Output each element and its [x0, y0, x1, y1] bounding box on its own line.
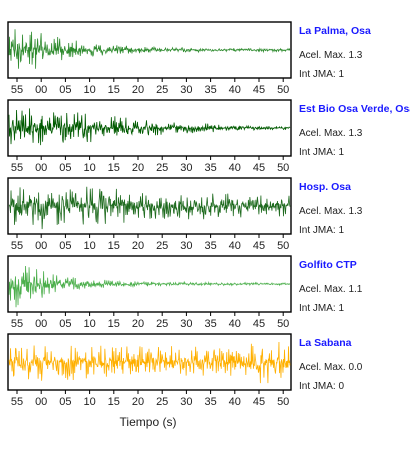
- x-tick-label: 45: [253, 318, 265, 330]
- x-tick-label: 20: [132, 240, 144, 252]
- station-panel: 55 00 05 10 15 20 25 30 35 40 45 50 Est Bio Osa Verd…: [7, 99, 410, 174]
- x-tick-label: 40: [229, 318, 241, 330]
- x-tick-label: 00: [35, 240, 47, 252]
- peak-acceleration: Acel. Max. 1.3: [299, 50, 363, 61]
- x-tick-label: 05: [59, 318, 71, 330]
- x-tick-label: 10: [83, 396, 95, 408]
- x-tick-label: 45: [253, 162, 265, 174]
- peak-acceleration: Acel. Max. 1.1: [299, 284, 363, 295]
- x-tick-label: 35: [204, 396, 216, 408]
- x-tick-label: 30: [180, 396, 192, 408]
- jma-intensity: Int JMA: 1: [299, 147, 344, 158]
- x-tick-label: 10: [83, 162, 95, 174]
- x-tick-label: 55: [11, 162, 23, 174]
- x-tick-label: 25: [156, 396, 168, 408]
- x-tick-label: 45: [253, 396, 265, 408]
- x-tick-label: 15: [108, 162, 120, 174]
- station-name: La Sabana: [299, 337, 352, 349]
- x-tick-label: 55: [11, 396, 23, 408]
- waveform-trace: [8, 29, 291, 69]
- waveform-trace: [8, 186, 291, 230]
- station-name: La Palma, Osa: [299, 25, 371, 37]
- x-tick-label: 15: [108, 396, 120, 408]
- x-tick-label: 00: [35, 318, 47, 330]
- x-tick-label: 15: [108, 84, 120, 96]
- x-tick-label: 40: [229, 162, 241, 174]
- x-tick-label: 15: [108, 318, 120, 330]
- x-tick-label: 25: [156, 84, 168, 96]
- peak-acceleration: Acel. Max. 1.3: [299, 206, 363, 217]
- jma-intensity: Int JMA: 0: [299, 381, 344, 392]
- waveform-trace: [8, 108, 291, 146]
- x-tick-label: 25: [156, 318, 168, 330]
- x-tick-label: 05: [59, 396, 71, 408]
- x-tick-label: 55: [11, 240, 23, 252]
- peak-acceleration: Acel. Max. 1.3: [299, 128, 363, 139]
- x-tick-label: 55: [11, 318, 23, 330]
- x-tick-label: 20: [132, 318, 144, 330]
- x-tick-label: 55: [11, 84, 23, 96]
- x-tick-label: 20: [132, 84, 144, 96]
- x-tick-label: 20: [132, 396, 144, 408]
- x-tick-label: 50: [277, 84, 289, 96]
- x-tick-label: 10: [83, 240, 95, 252]
- station-panel: 55 00 05 10 15 20 25 30 35 40 45 50 Hosp. Osa Acel. M…: [7, 177, 363, 252]
- x-tick-label: 05: [59, 84, 71, 96]
- x-tick-label: 35: [204, 318, 216, 330]
- x-tick-label: 30: [180, 318, 192, 330]
- x-tick-label: 35: [204, 240, 216, 252]
- station-name: Golfito CTP: [299, 259, 357, 271]
- x-tick-label: 30: [180, 162, 192, 174]
- x-tick-label: 35: [204, 162, 216, 174]
- x-tick-label: 25: [156, 240, 168, 252]
- x-tick-label: 00: [35, 396, 47, 408]
- station-panel: 55 00 05 10 15 20 25 30 35 40 45 50 La Sabana Acel. M…: [7, 333, 363, 408]
- x-tick-label: 30: [180, 84, 192, 96]
- station-panel: 55 00 05 10 15 20 25 30 35 40 45 50 La Palma, Osa Ace…: [7, 21, 371, 96]
- peak-acceleration: Acel. Max. 0.0: [299, 362, 363, 373]
- x-tick-label: 00: [35, 162, 47, 174]
- x-tick-label: 40: [229, 240, 241, 252]
- x-tick-label: 40: [229, 84, 241, 96]
- x-tick-label: 50: [277, 396, 289, 408]
- x-tick-label: 45: [253, 84, 265, 96]
- x-tick-label: 10: [83, 84, 95, 96]
- x-tick-label: 50: [277, 318, 289, 330]
- jma-intensity: Int JMA: 1: [299, 69, 344, 80]
- station-name: Est Bio Osa Verde, Osa: [299, 103, 410, 115]
- x-tick-label: 15: [108, 240, 120, 252]
- x-tick-label: 45: [253, 240, 265, 252]
- station-panel: 55 00 05 10 15 20 25 30 35 40 45 50 Golfito CTP Acel.…: [7, 255, 363, 330]
- x-tick-label: 20: [132, 162, 144, 174]
- x-tick-label: 00: [35, 84, 47, 96]
- x-tick-label: 05: [59, 162, 71, 174]
- x-tick-label: 50: [277, 162, 289, 174]
- jma-intensity: Int JMA: 1: [299, 225, 344, 236]
- x-tick-label: 25: [156, 162, 168, 174]
- x-tick-label: 40: [229, 396, 241, 408]
- x-tick-label: 30: [180, 240, 192, 252]
- x-tick-label: 05: [59, 240, 71, 252]
- station-name: Hosp. Osa: [299, 181, 351, 193]
- waveform-trace: [8, 341, 291, 384]
- x-tick-label: 50: [277, 240, 289, 252]
- x-tick-label: 10: [83, 318, 95, 330]
- x-tick-label: 35: [204, 84, 216, 96]
- jma-intensity: Int JMA: 1: [299, 303, 344, 314]
- x-axis-title: Tiempo (s): [120, 415, 177, 429]
- waveform-trace: [8, 265, 291, 308]
